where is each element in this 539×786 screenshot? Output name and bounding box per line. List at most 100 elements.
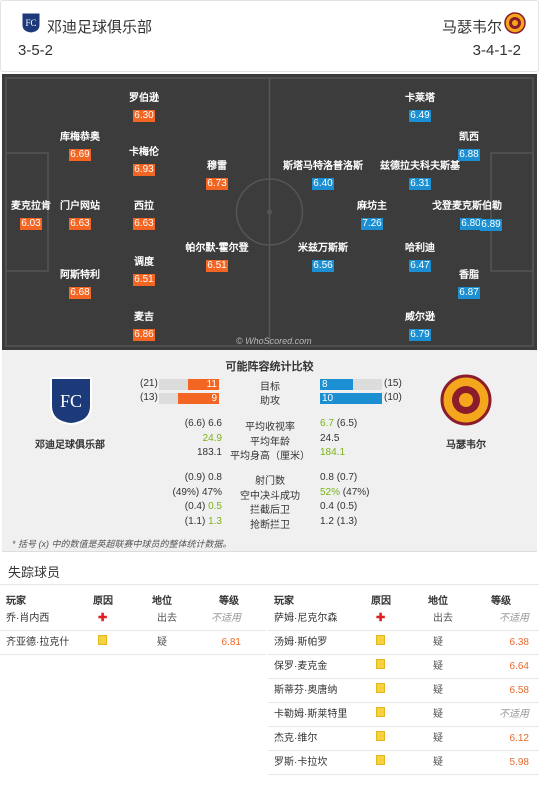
missing-player-row: 乔·肖内西 ✚ 出去 不适用 [0,607,266,631]
home-stat: (6.6) 6.6 [152,418,222,429]
home-bar-track: 9 [159,393,219,404]
rating-cell: 6.64 [509,661,529,672]
home-player[interactable]: 麦克拉肯 6.03 [2,201,76,231]
svg-text:FC: FC [25,18,36,28]
lineup-comparison: 可能阵容统计比较 FC 邓迪足球俱乐部 马瑟韦尔 (21) 11 目标 8 (15) (1… [2,350,537,552]
player-name: 卡莱塔 [405,93,435,104]
player-rating: 6.47 [409,260,431,272]
away-player[interactable]: 戈登麦克斯伯勒 6.80 [432,201,516,231]
away-team-name[interactable]: 马瑟韦尔 [441,19,502,36]
player-name-link[interactable]: 斯蒂芬·奥唐纳 [274,685,338,696]
away-player[interactable]: 米兹万斯斯 6.56 [278,243,368,273]
missing-player-row: 齐亚德·拉克什 疑 6.81 [0,631,266,655]
away-player[interactable]: 凯西 6.88 [424,132,514,162]
away-team-label: 马瑟韦尔 [446,440,486,451]
home-player[interactable]: 门户网站 6.63 [35,201,125,231]
away-prev-value: (0.7) [336,472,358,483]
home-prev-value: (6.6) [184,418,206,429]
col-header-reason: 原因 [93,596,113,607]
row-divider [268,774,539,775]
away-player[interactable]: 兹德拉夫科夫斯基 6.31 [375,161,465,191]
doubtful-icon [376,683,385,693]
home-player[interactable]: 库梅恭奥 6.69 [35,132,125,162]
home-player[interactable]: 帕尔默-霍尔登 6.51 [172,243,262,273]
away-player[interactable]: 威尔逊 6.79 [375,312,465,342]
player-name-link[interactable]: 卡勒姆·斯莱特里 [274,709,348,720]
away-player[interactable]: 哈利迪 6.47 [375,243,465,273]
missing-player-row: 保罗·麦克金 疑 6.64 [268,655,539,679]
home-player[interactable]: 罗伯逊 6.30 [99,93,189,123]
stat-label: 空中决斗成功 [240,491,300,502]
away-value: 6.7 [320,418,334,429]
reason-cell [376,703,385,727]
home-prev-value: (49%) [172,487,200,498]
player-rating: 6.93 [133,164,155,176]
home-player[interactable]: 穆雷 6.73 [172,161,262,191]
player-name: 西拉 [134,201,154,212]
stat-label: 平均收视率 [245,422,295,433]
rating-cell: 不适用 [499,709,529,720]
row-divider [268,678,539,679]
player-name-link[interactable]: 杰克·维尔 [274,733,318,744]
stat-label: 助攻 [260,396,280,407]
player-name-link[interactable]: 萨姆·尼克尔森 [274,613,338,624]
away-stat: 6.7 (6.5) [320,418,357,429]
reason-cell: ✚ [376,607,385,631]
away-value: 24.5 [320,433,340,444]
reason-cell [376,655,385,679]
away-player[interactable]: 斯塔马特洛普洛斯 6.40 [278,161,368,191]
away-player[interactable]: 香脂 6.87 [424,270,514,300]
player-name: 斯塔马特洛普洛斯 [283,161,363,172]
player-rating: 6.49 [409,110,431,122]
row-divider [0,654,266,655]
motherwell-crest-icon [504,12,526,34]
home-player[interactable]: 调度 6.51 [99,257,189,287]
player-rating: 6.31 [409,178,431,190]
player-name-link[interactable]: 齐亚德·拉克什 [6,637,70,648]
doubtful-icon [376,755,385,765]
away-stat: 0.4 (0.5) [320,501,357,512]
stat-label: 平均年龄 [250,437,290,448]
reason-cell [98,631,107,655]
row-divider [268,654,539,655]
status-cell: 出去 [433,613,453,624]
home-team-name[interactable]: 邓迪足球俱乐部 [47,19,153,36]
rating-cell: 6.81 [221,637,241,648]
away-stat: 24.5 [320,433,339,444]
col-header-reason: 原因 [371,596,391,607]
home-player[interactable]: 麦吉 6.86 [99,312,189,342]
player-rating: 6.87 [458,287,480,299]
stat-label: 目标 [260,382,280,393]
away-player[interactable]: 卡莱塔 6.49 [375,93,465,123]
status-cell: 疑 [433,637,443,648]
doubtful-icon [376,659,385,669]
status-cell: 疑 [433,733,443,744]
player-rating: 6.56 [312,260,334,272]
status-cell: 疑 [433,661,443,672]
away-prev-value: (47%) [342,487,370,498]
player-name-link[interactable]: 罗斯·卡拉坎 [274,757,328,768]
status-cell: 疑 [433,709,443,720]
away-player[interactable]: 麻坊主 7.26 [327,201,417,231]
home-player[interactable]: 卡梅伦 6.93 [99,147,189,177]
rating-cell: 不适用 [211,613,241,624]
formation-pitch: 麦克拉肯 6.03 库梅恭奥 6.69 门户网站 6.63 阿斯特利 6.68 … [2,74,537,350]
home-player[interactable]: 阿斯特利 6.68 [35,270,125,300]
player-rating: 6.63 [133,218,155,230]
player-rating: 6.51 [133,274,155,286]
player-name: 戈登麦克斯伯勒 [432,201,502,212]
away-prev-value: (6.5) [336,418,358,429]
away-prev-value: (15) [384,378,402,389]
player-name-link[interactable]: 乔·肖内西 [6,613,50,624]
player-name: 威尔逊 [405,312,435,323]
player-name-link[interactable]: 保罗·麦克金 [274,661,328,672]
row-divider [268,726,539,727]
away-goalkeeper[interactable]: 6.89 [471,214,511,232]
home-value: 183.1 [196,447,222,458]
player-rating: 6.89 [480,219,502,231]
home-player[interactable]: 西拉 6.63 [99,201,189,231]
motherwell-crest-icon [440,374,492,426]
home-stat: (1.1) 1.3 [152,516,222,527]
watermark: © WhoScored.com [236,336,312,346]
player-name-link[interactable]: 汤姆·斯帕罗 [274,637,328,648]
